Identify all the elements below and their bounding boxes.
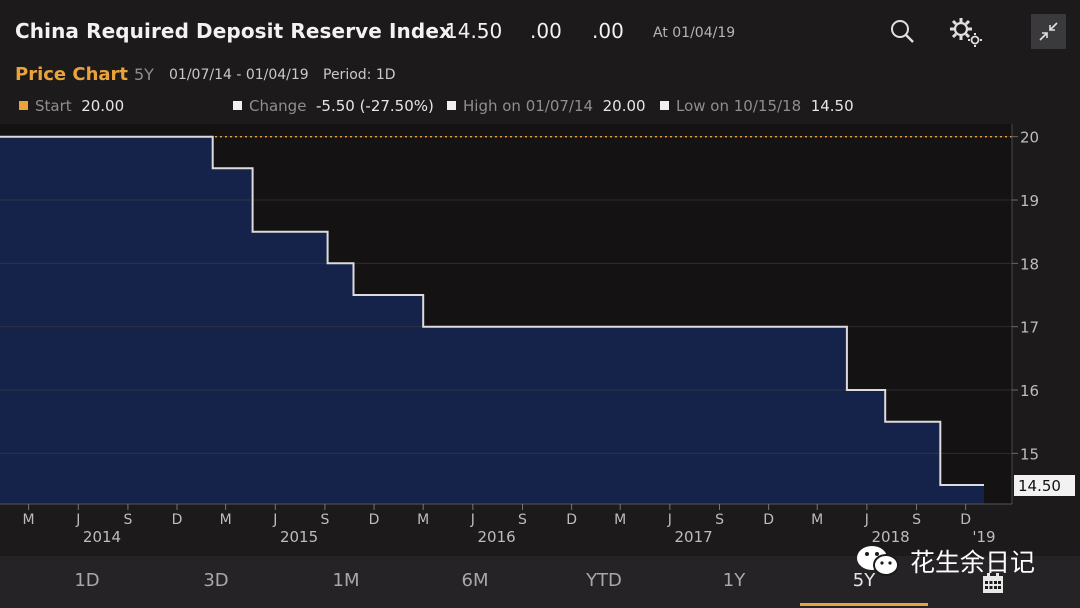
price-chart-label: Price Chart xyxy=(15,64,129,85)
x-month-label: J xyxy=(667,512,672,528)
x-year-label: '19 xyxy=(972,528,995,546)
last-price-tag xyxy=(1014,475,1075,496)
stat-low: Low on 10/15/18 14.50 xyxy=(660,97,854,115)
high-label: High on 01/07/14 xyxy=(463,97,594,115)
tab-1m[interactable]: 1M xyxy=(332,570,360,591)
date-range[interactable]: 01/07/14 - 01/04/19 xyxy=(169,67,309,83)
stat-start: Start 20.00 xyxy=(19,97,124,115)
tab-3d[interactable]: 3D xyxy=(203,570,229,591)
area-fill xyxy=(0,136,984,504)
x-month-label: J xyxy=(470,512,475,528)
pct-change: .00 xyxy=(592,19,624,43)
y-tick-label: 17 xyxy=(1020,319,1039,337)
header-bar: China Required Deposit Reserve Index 14.… xyxy=(0,0,1080,62)
active-tab-indicator xyxy=(800,603,928,606)
stat-high: High on 01/07/14 20.00 xyxy=(447,97,646,115)
tab-ytd[interactable]: YTD xyxy=(586,570,622,591)
x-year-label: 2014 xyxy=(83,528,121,546)
x-month-label: M xyxy=(23,512,35,528)
start-legend-swatch xyxy=(19,101,28,110)
stat-change: Change -5.50 (-27.50%) xyxy=(233,97,434,115)
x-month-label: D xyxy=(566,512,577,528)
x-month-label: S xyxy=(518,512,527,528)
low-label: Low on 10/15/18 xyxy=(676,97,802,115)
tab-5y[interactable]: 5Y xyxy=(852,570,876,591)
settings-button[interactable] xyxy=(947,14,983,50)
x-month-label: J xyxy=(75,512,80,528)
x-month-label: S xyxy=(320,512,329,528)
y-tick-label: 19 xyxy=(1020,192,1039,210)
collapse-button[interactable] xyxy=(1031,14,1066,49)
y-tick-label: 20 xyxy=(1020,129,1039,147)
period-setting[interactable]: Period: 1D xyxy=(323,67,396,83)
period-tabs: 1D 3D 1M 6M YTD 1Y 5Y xyxy=(0,556,1080,608)
x-month-label: M xyxy=(614,512,626,528)
y-tick-label: 18 xyxy=(1020,255,1039,273)
search-icon xyxy=(891,20,914,43)
low-legend-swatch xyxy=(660,101,669,110)
x-month-label: M xyxy=(220,512,232,528)
x-year-label: 2016 xyxy=(477,528,515,546)
watermark-text: 花生余日记 xyxy=(910,548,1036,577)
tab-6m[interactable]: 6M xyxy=(461,570,489,591)
high-legend-swatch xyxy=(447,101,456,110)
series-line xyxy=(0,135,984,486)
low-value: 14.50 xyxy=(810,97,854,115)
x-year-label: 2018 xyxy=(872,528,910,546)
y-tick-label: 15 xyxy=(1020,445,1039,463)
x-month-label: D xyxy=(172,512,183,528)
wechat-logo-icon xyxy=(857,546,899,576)
x-month-label: J xyxy=(272,512,277,528)
y-tick-label: 16 xyxy=(1020,382,1039,400)
x-month-label: S xyxy=(912,512,921,528)
change-label: Change xyxy=(249,97,307,115)
x-month-label: M xyxy=(811,512,823,528)
x-month-label: S xyxy=(715,512,724,528)
price-chart[interactable]: 15 16 17 18 19 20 14.50 M J S D M J S D M J S D M J S D M J S D 201… xyxy=(0,124,1080,556)
x-year-label: 2017 xyxy=(675,528,713,546)
change-legend-swatch xyxy=(233,101,242,110)
change-value: -5.50 (-27.50%) xyxy=(315,97,434,115)
net-change: .00 xyxy=(530,19,562,43)
tab-1d[interactable]: 1D xyxy=(74,570,100,591)
calendar-icon[interactable] xyxy=(983,573,1003,593)
tab-1y[interactable]: 1Y xyxy=(722,570,746,591)
last-price: 14.50 xyxy=(445,19,503,43)
collapse-icon xyxy=(1039,22,1058,41)
x-year-label: 2015 xyxy=(280,528,318,546)
start-label: Start xyxy=(35,97,72,115)
search-button[interactable] xyxy=(886,14,922,50)
period-code[interactable]: 5Y xyxy=(134,65,154,84)
x-month-label: S xyxy=(123,512,132,528)
start-value: 20.00 xyxy=(81,97,125,115)
x-month-label: M xyxy=(417,512,429,528)
x-month-label: J xyxy=(864,512,869,528)
x-month-label: D xyxy=(369,512,380,528)
gear-icon xyxy=(950,18,982,47)
page-title: China Required Deposit Reserve Index xyxy=(15,19,452,43)
last-price-label: 14.50 xyxy=(1018,477,1061,495)
high-value: 20.00 xyxy=(602,97,646,115)
x-month-label: D xyxy=(960,512,971,528)
x-month-label: D xyxy=(763,512,774,528)
as-of-date: At 01/04/19 xyxy=(653,25,736,41)
